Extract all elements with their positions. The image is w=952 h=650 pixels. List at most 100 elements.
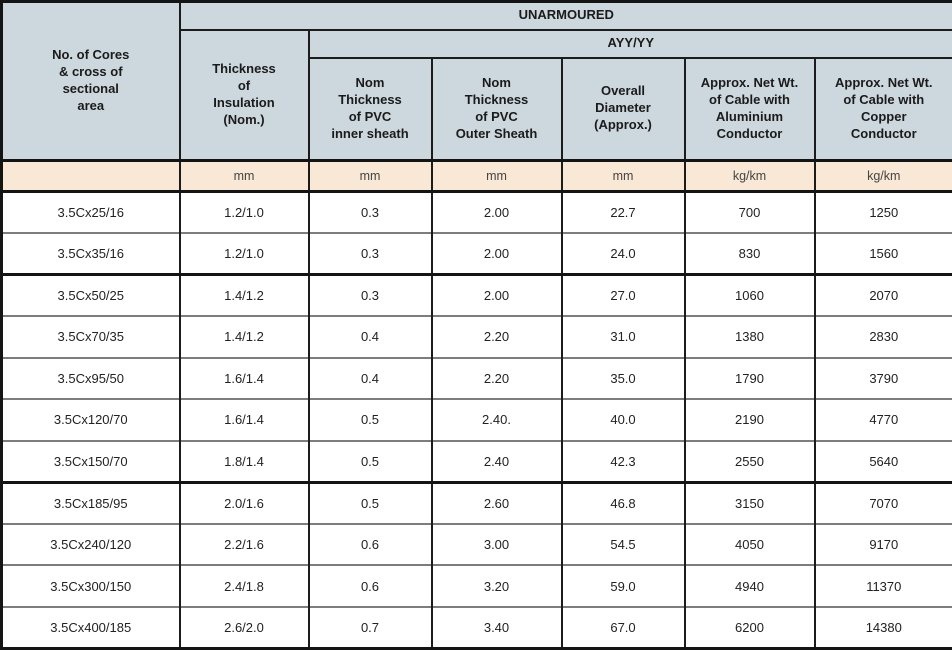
- data-cell: 0.5: [307, 398, 433, 441]
- data-cell: 2.40.: [430, 398, 563, 441]
- data-cell: 700: [683, 190, 816, 234]
- data-cell: 35.0: [560, 356, 686, 400]
- table-row: 3.5Cx25/16 1.2/1.0 0.3 2.00 22.7 700 1250: [0, 190, 952, 234]
- data-cell: 0.3: [307, 273, 433, 317]
- header-insulation-thickness: Thickness of Insulation (Nom.): [178, 29, 310, 162]
- data-cell: 22.7: [560, 190, 686, 234]
- unit-cell-blank: [0, 159, 181, 193]
- data-cell: 830: [683, 232, 816, 277]
- data-cell: 3.5Cx150/70: [0, 439, 181, 484]
- data-cell: 3.00: [430, 522, 563, 566]
- data-cell: 1.6/1.4: [178, 356, 310, 400]
- data-cell: 14380: [813, 605, 952, 649]
- data-cell: 4940: [683, 564, 816, 607]
- units-row: mm mm mm mm kg/km kg/km: [0, 159, 952, 193]
- data-cell: 2070: [813, 273, 952, 317]
- data-cell: 2.60: [430, 481, 563, 524]
- data-cell: 3.5Cx50/25: [0, 273, 181, 317]
- data-cell: 1560: [813, 232, 952, 277]
- unit-cell-kg-km: kg/km: [683, 159, 816, 193]
- data-cell: 2.6/2.0: [178, 605, 310, 649]
- header-overall-diameter: Overall Diameter (Approx.): [560, 57, 686, 162]
- data-cell: 1.6/1.4: [178, 398, 310, 441]
- table-row: 3.5Cx50/25 1.4/1.2 0.3 2.00 27.0 1060 2070: [0, 273, 952, 317]
- data-cell: 0.5: [307, 481, 433, 524]
- table-row: 3.5Cx400/185 2.6/2.0 0.7 3.40 67.0 6200 14380: [0, 605, 952, 649]
- data-cell: 11370: [813, 564, 952, 607]
- column-header-row: Nom Thickness of PVC inner sheath Nom Th…: [2, 57, 952, 162]
- table-header: No. of Cores & cross of sectional area U…: [0, 1, 952, 193]
- data-cell: 1.2/1.0: [178, 232, 310, 277]
- data-cell: 3150: [683, 481, 816, 524]
- data-cell: 0.4: [307, 356, 433, 400]
- data-cell: 42.3: [560, 439, 686, 484]
- data-cell: 3.5Cx300/150: [0, 564, 181, 607]
- table-row: 3.5Cx70/35 1.4/1.2 0.4 2.20 31.0 1380 2830: [0, 315, 952, 358]
- data-cell: 0.6: [307, 522, 433, 566]
- subgroup-header-row: Thickness of Insulation (Nom.) AYY/YY: [2, 29, 952, 162]
- unit-cell-mm: mm: [560, 159, 686, 193]
- data-cell: 54.5: [560, 522, 686, 566]
- data-cell: 3.5Cx70/35: [0, 315, 181, 358]
- unit-cell-kg-km: kg/km: [813, 159, 952, 193]
- data-cell: 2.40: [430, 439, 563, 484]
- table-row: 3.5Cx185/95 2.0/1.6 0.5 2.60 46.8 3150 7070: [0, 481, 952, 524]
- data-cell: 2.00: [430, 273, 563, 317]
- data-cell: 40.0: [560, 398, 686, 441]
- data-cell: 3.5Cx35/16: [0, 232, 181, 277]
- data-cell: 3.5Cx185/95: [0, 481, 181, 524]
- table-row: 3.5Cx150/70 1.8/1.4 0.5 2.40 42.3 2550 5640: [0, 439, 952, 484]
- unit-cell-mm: mm: [307, 159, 433, 193]
- data-cell: 2.00: [430, 190, 563, 234]
- data-cell: 3.5Cx240/120: [0, 522, 181, 566]
- data-cell: 3.20: [430, 564, 563, 607]
- data-cell: 6200: [683, 605, 816, 649]
- data-cell: 0.3: [307, 232, 433, 277]
- table-row: 3.5Cx95/50 1.6/1.4 0.4 2.20 35.0 1790 3790: [0, 356, 952, 400]
- data-cell: 2550: [683, 439, 816, 484]
- data-cell: 7070: [813, 481, 952, 524]
- data-cell: 2.4/1.8: [178, 564, 310, 607]
- data-cell: 2190: [683, 398, 816, 441]
- data-cell: 31.0: [560, 315, 686, 358]
- data-cell: 3.5Cx95/50: [0, 356, 181, 400]
- data-cell: 4770: [813, 398, 952, 441]
- data-cell: 1790: [683, 356, 816, 400]
- data-cell: 24.0: [560, 232, 686, 277]
- data-cell: 3.5Cx120/70: [0, 398, 181, 441]
- data-cell: 1380: [683, 315, 816, 358]
- header-net-weight-aluminium: Approx. Net Wt. of Cable with Aluminium …: [683, 57, 816, 162]
- data-cell: 1.2/1.0: [178, 190, 310, 234]
- data-cell: 0.5: [307, 439, 433, 484]
- data-cell: 1060: [683, 273, 816, 317]
- data-cell: 3.40: [430, 605, 563, 649]
- data-cell: 2.2/1.6: [178, 522, 310, 566]
- subgroup-header-ayy-yy: AYY/YY: [307, 29, 952, 59]
- table-row: 3.5Cx35/16 1.2/1.0 0.3 2.00 24.0 830 1560: [0, 232, 952, 277]
- data-cell: 3.5Cx25/16: [0, 190, 181, 234]
- data-cell: 9170: [813, 522, 952, 566]
- unit-cell-mm: mm: [178, 159, 310, 193]
- data-cell: 3.5Cx400/185: [0, 605, 181, 649]
- data-cell: 2.00: [430, 232, 563, 277]
- data-cell: 1.8/1.4: [178, 439, 310, 484]
- table-row: 3.5Cx240/120 2.2/1.6 0.6 3.00 54.5 4050 9170: [0, 522, 952, 566]
- data-cell: 2830: [813, 315, 952, 358]
- table-row: 3.5Cx120/70 1.6/1.4 0.5 2.40. 40.0 2190 4770: [0, 398, 952, 441]
- data-cell: 5640: [813, 439, 952, 484]
- unit-cell-mm: mm: [430, 159, 563, 193]
- data-cell: 46.8: [560, 481, 686, 524]
- header-net-weight-copper: Approx. Net Wt. of Cable with Copper Con…: [813, 57, 952, 162]
- data-cell: 59.0: [560, 564, 686, 607]
- data-cell: 0.3: [307, 190, 433, 234]
- data-cell: 1250: [813, 190, 952, 234]
- data-cell: 0.7: [307, 605, 433, 649]
- data-cell: 2.20: [430, 315, 563, 358]
- data-cell: 3790: [813, 356, 952, 400]
- table-body: 3.5Cx25/16 1.2/1.0 0.3 2.00 22.7 700 1250 3.5Cx…: [0, 190, 952, 649]
- group-header-row: No. of Cores & cross of sectional area U…: [0, 1, 952, 162]
- data-cell: 0.6: [307, 564, 433, 607]
- data-cell: 0.4: [307, 315, 433, 358]
- header-pvc-inner-sheath: Nom Thickness of PVC inner sheath: [307, 57, 433, 162]
